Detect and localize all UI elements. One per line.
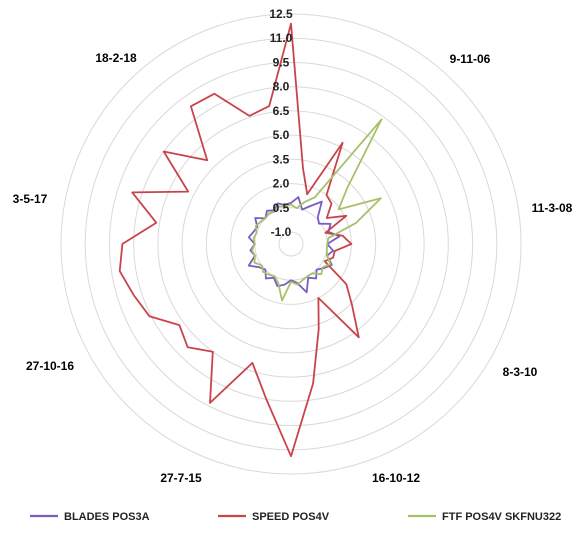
category-label: 27-7-15 (160, 471, 202, 485)
category-label: 8-3-10 (503, 365, 538, 379)
series-line-2 (118, 22, 360, 458)
legend-label: SPEED POS4V (252, 511, 330, 523)
radial-tick-label: -1.0 (271, 225, 292, 239)
category-labels: 9-11-06 11-3-08 8-3-10 16-10-12 27-7-15 27-10… (13, 51, 573, 485)
series-layer (118, 22, 383, 458)
radial-tick-label: 3.5 (273, 152, 290, 166)
grid-rings (60, 13, 522, 475)
grid-ring (230, 183, 352, 305)
radial-tick-label: 2.0 (273, 177, 290, 191)
category-label: 16-10-12 (372, 471, 420, 485)
category-label: 11-3-08 (532, 201, 573, 215)
radial-tick-label: 11.0 (270, 31, 293, 45)
legend-label: FTF POS4V SKFNU322 (442, 511, 561, 523)
grid-ring (133, 86, 449, 402)
grid-ring (60, 13, 522, 475)
grid-ring (181, 134, 401, 354)
radial-tick-label: 12.5 (269, 7, 293, 21)
legend: BLADES POS3A SPEED POS4V FTF POS4V SKFNU32… (30, 511, 561, 523)
grid-ring (205, 158, 377, 330)
radial-tick-label: 5.0 (273, 128, 290, 142)
grid-ring (84, 37, 498, 451)
grid-ring (157, 110, 425, 378)
radial-tick-labels: 12.5 11.0 9.5 8.0 6.5 5.0 3.5 2.0 0.5 -1.0 (269, 7, 293, 239)
radial-tick-label: 0.5 (273, 201, 290, 215)
radial-tick-label: 6.5 (273, 104, 290, 118)
series-line-3 (251, 118, 383, 302)
grid-ring (278, 231, 304, 257)
radial-tick-label: 9.5 (273, 55, 290, 69)
category-label: 9-11-06 (450, 52, 491, 66)
grid-ring (108, 61, 474, 427)
series-line-1 (247, 196, 341, 294)
category-label: 18-2-18 (95, 51, 137, 65)
legend-label: BLADES POS3A (64, 511, 150, 523)
category-label: 3-5-17 (13, 192, 48, 206)
radial-tick-label: 8.0 (273, 80, 290, 94)
category-label: 27-10-16 (26, 359, 74, 373)
